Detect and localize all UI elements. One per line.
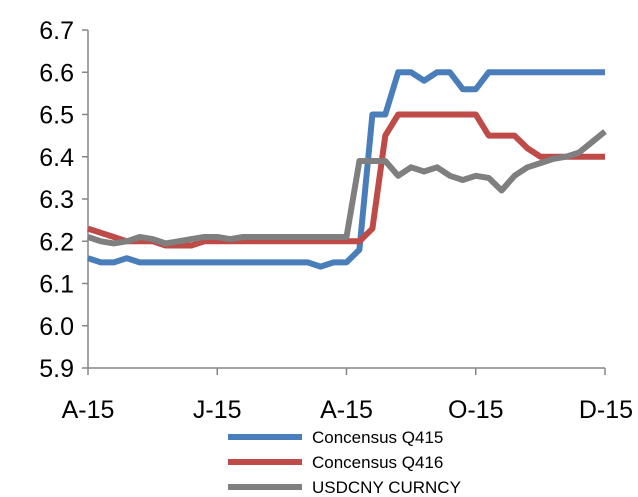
x-tick-label: A-15 <box>62 396 115 424</box>
y-tick-label: 6.1 <box>39 271 74 299</box>
y-tick-label: 6.6 <box>39 59 74 87</box>
x-tick-label: D-15 <box>579 396 633 424</box>
legend-label: Concensus Q416 <box>312 453 443 472</box>
x-tick-label: O-15 <box>448 396 504 424</box>
series-line-3 <box>87 129 607 247</box>
series-line-1 <box>87 69 605 270</box>
y-tick-label: 6.7 <box>39 17 74 45</box>
legend-label: Concensus Q415 <box>312 428 443 447</box>
y-tick-label: 6.4 <box>39 144 74 172</box>
legend-label: USDCNY CURNCY <box>312 478 461 497</box>
legend: Concensus Q415 Concensus Q416 USDCNY CURNC… <box>228 428 461 497</box>
y-tick-label: 5.9 <box>39 355 74 383</box>
y-tick-label: 6.0 <box>39 313 74 341</box>
series-line-2 <box>87 111 605 249</box>
x-tick-label: A-15 <box>320 396 373 424</box>
x-tick-label: J-15 <box>193 396 242 424</box>
axes: 5.9 6.0 6.1 6.2 6.3 6.4 6.5 6.6 6.7 A-15 J-15 A-15 O… <box>39 17 633 424</box>
series-lines <box>87 69 607 270</box>
y-tick-label: 6.3 <box>39 186 74 214</box>
y-tick-label: 6.5 <box>39 102 74 130</box>
y-tick-label: 6.2 <box>39 228 74 256</box>
